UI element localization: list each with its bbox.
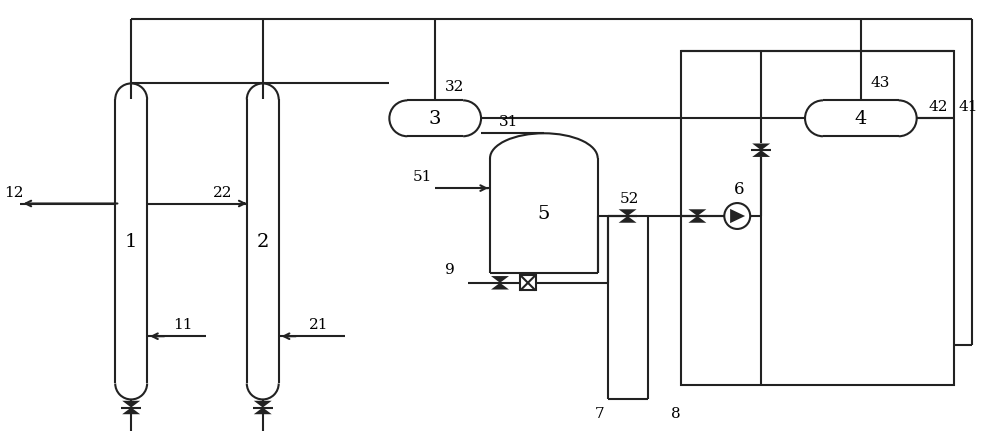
Bar bbox=[407, 101, 463, 137]
Wedge shape bbox=[899, 101, 917, 137]
Text: 52: 52 bbox=[620, 192, 639, 205]
Polygon shape bbox=[752, 144, 770, 151]
Text: 41: 41 bbox=[959, 100, 978, 114]
Text: 11: 11 bbox=[173, 318, 193, 332]
Wedge shape bbox=[115, 84, 147, 100]
Bar bbox=[247, 100, 279, 384]
Text: 9: 9 bbox=[445, 262, 455, 276]
Polygon shape bbox=[688, 210, 706, 216]
Text: 22: 22 bbox=[213, 185, 233, 199]
Polygon shape bbox=[491, 283, 509, 290]
Polygon shape bbox=[619, 216, 637, 223]
Polygon shape bbox=[122, 408, 140, 414]
Text: 2: 2 bbox=[257, 233, 269, 251]
Text: 3: 3 bbox=[429, 110, 441, 128]
Text: 1: 1 bbox=[125, 233, 137, 251]
Text: 8: 8 bbox=[671, 406, 680, 420]
Text: 51: 51 bbox=[413, 170, 432, 184]
Text: 31: 31 bbox=[499, 115, 519, 129]
Text: 5: 5 bbox=[538, 205, 550, 223]
Bar bbox=[115, 100, 147, 384]
Text: 4: 4 bbox=[855, 110, 867, 128]
Text: 6: 6 bbox=[734, 180, 744, 197]
Wedge shape bbox=[247, 384, 279, 399]
Text: 43: 43 bbox=[870, 76, 889, 90]
Polygon shape bbox=[122, 401, 140, 408]
Bar bbox=[490, 159, 598, 273]
Circle shape bbox=[724, 204, 750, 230]
Polygon shape bbox=[619, 210, 637, 216]
Wedge shape bbox=[247, 84, 279, 100]
Bar bbox=[681, 51, 954, 385]
Wedge shape bbox=[805, 101, 823, 137]
Text: 21: 21 bbox=[309, 318, 328, 332]
Wedge shape bbox=[115, 384, 147, 399]
Bar bbox=[520, 276, 536, 291]
Wedge shape bbox=[389, 101, 407, 137]
Text: 32: 32 bbox=[445, 80, 464, 94]
Wedge shape bbox=[490, 105, 598, 159]
Polygon shape bbox=[688, 216, 706, 223]
Text: 12: 12 bbox=[4, 185, 23, 199]
Polygon shape bbox=[254, 408, 272, 414]
Bar bbox=[823, 101, 899, 137]
Polygon shape bbox=[254, 401, 272, 408]
Wedge shape bbox=[463, 101, 481, 137]
Polygon shape bbox=[752, 151, 770, 158]
Polygon shape bbox=[730, 209, 745, 224]
Text: 42: 42 bbox=[929, 100, 948, 114]
Text: 7: 7 bbox=[595, 406, 604, 420]
Polygon shape bbox=[491, 276, 509, 283]
